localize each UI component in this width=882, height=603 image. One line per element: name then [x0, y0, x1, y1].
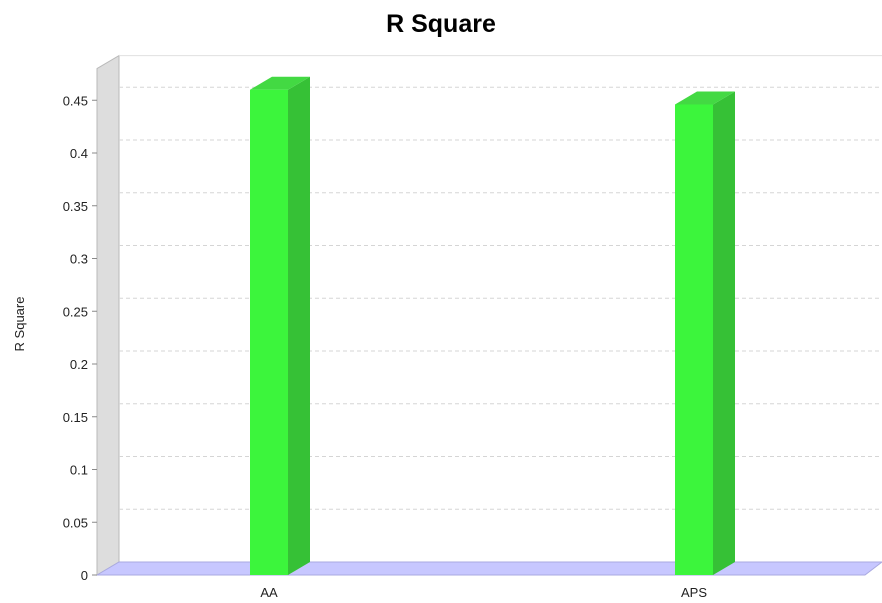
y-tick-label: 0 [81, 568, 88, 583]
bar-side [713, 91, 735, 575]
y-axis-ticks: 0 0.05 0.1 0.15 0.2 0.25 0.3 0.35 0.4 0.45 [63, 93, 97, 583]
x-axis-categories: AA APS [260, 585, 707, 600]
y-tick-label: 0.05 [63, 515, 88, 530]
y-tick-label: 0.25 [63, 304, 88, 319]
y-tick-label: 0.3 [70, 252, 88, 267]
y-axis-label: R Square [12, 297, 27, 352]
left-wall [96, 54, 120, 576]
bar-front [250, 89, 288, 575]
y-tick-label: 0.15 [63, 410, 88, 425]
bar-top [675, 91, 735, 105]
y-tick-label: 0.1 [70, 463, 88, 478]
plot-walls [95, 54, 882, 576]
x-category-label: AA [260, 585, 278, 600]
y-tick-label: 0.2 [70, 357, 88, 372]
bar [250, 76, 310, 575]
floor [95, 561, 882, 576]
bar [675, 91, 735, 575]
x-category-label: APS [681, 585, 707, 600]
y-tick-label: 0.45 [63, 93, 88, 108]
bar-top [250, 76, 310, 90]
y-tick-label: 0.4 [70, 146, 88, 161]
gridlines [119, 86, 882, 510]
bar-front [675, 104, 713, 575]
bar-side [288, 76, 310, 575]
chart-title: R Square [386, 10, 496, 38]
y-tick-label: 0.35 [63, 199, 88, 214]
bars [250, 76, 735, 575]
